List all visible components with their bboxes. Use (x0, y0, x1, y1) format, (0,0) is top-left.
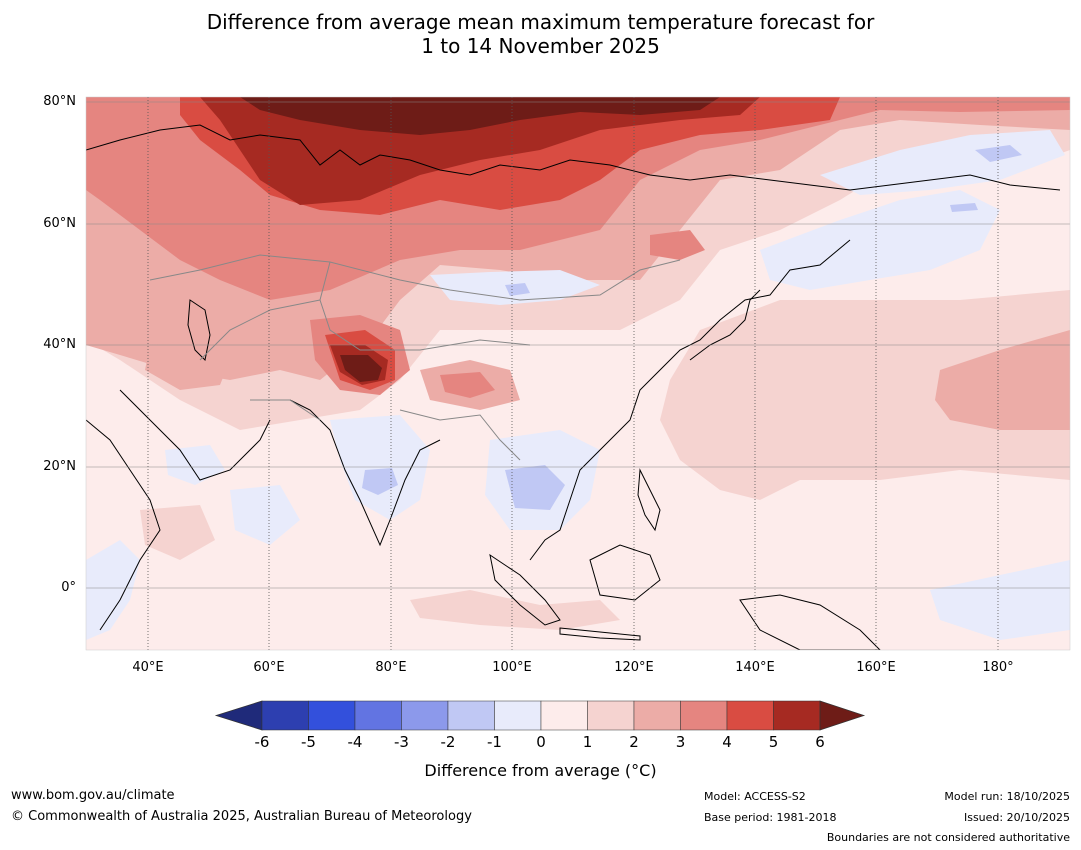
lon-label-60e: 60°E (253, 660, 285, 675)
colorbar-segment (447, 700, 495, 731)
colorbar-tick-label: 0 (536, 733, 546, 751)
colorbar-tick-label: 3 (675, 733, 686, 751)
lon-label-160e: 160°E (856, 660, 896, 675)
lon-label-40e: 40°E (132, 660, 164, 675)
copyright-text: © Commonwealth of Australia 2025, Austra… (11, 809, 472, 824)
anomaly-band-minus1-0-africa (86, 540, 140, 640)
boundaries-disclaimer: Boundaries are not considered authoritat… (826, 831, 1070, 844)
anomaly-band-1-2-pacific (660, 290, 1070, 500)
coastline-arabia (119, 389, 271, 481)
colorbar-segment (401, 700, 449, 731)
colorbar-segment (587, 700, 635, 731)
lon-label-180: 180° (982, 660, 1014, 675)
coastline-caspian (187, 299, 211, 362)
anomaly-band-minus1-0-arabian-sea (230, 485, 300, 545)
coastline-philippines (637, 468, 661, 532)
base-period: Base period: 1981-2018 (704, 811, 837, 824)
chart-title: Difference from average mean maximum tem… (0, 10, 1081, 58)
anomaly-band-1-2-arabia (140, 505, 215, 560)
temperature-anomaly-map (85, 96, 1071, 651)
coastline-japan (689, 289, 761, 361)
colorbar-tick-label: -4 (347, 733, 363, 751)
anomaly-band-3-4-okhotsk (650, 230, 705, 260)
model-name: Model: ACCESS-S2 (704, 790, 806, 803)
colorbar-extend-low (214, 700, 263, 731)
colorbar-tick-label: 6 (815, 733, 825, 751)
lat-label-20n: 20°N (43, 459, 76, 474)
lon-label-140e: 140°E (735, 660, 775, 675)
title-line-1: Difference from average mean maximum tem… (206, 10, 875, 34)
model-run-date: Model run: 18/10/2025 (944, 790, 1070, 803)
colorbar-tick-label: -5 (301, 733, 316, 751)
anomaly-band-minus2-1-indochina (505, 465, 565, 510)
coastline-east-asia (529, 239, 851, 561)
colorbar-tick-label: 1 (582, 733, 593, 751)
colorbar-segment (261, 700, 309, 731)
lat-label-0: 0° (61, 580, 76, 595)
colorbar-segment (680, 700, 728, 731)
meridians (147, 97, 999, 650)
colorbar-extend-high (819, 700, 866, 731)
anomaly-band-over-6-tibet (340, 355, 382, 382)
anomaly-band-3-4-china (440, 372, 495, 398)
colorbar-tick-label: -2 (440, 733, 456, 751)
lat-label-60n: 60°N (43, 216, 76, 231)
anomaly-band-minus2-1-chukotka (950, 203, 978, 212)
lat-label-80n: 80°N (43, 94, 76, 109)
coastline-africa (86, 419, 161, 631)
colorbar-tick-label: -3 (394, 733, 409, 751)
anomaly-band-1-2-indonesia (410, 590, 620, 630)
coastline-new-guinea (739, 594, 881, 650)
anomaly-band-2-3-iran (145, 340, 230, 390)
colorbar-segment (494, 700, 542, 731)
issued-date: Issued: 20/10/2025 (963, 811, 1070, 824)
colorbar-segment (726, 700, 774, 731)
coastline-sumatra (489, 553, 561, 626)
lat-label-40n: 40°N (43, 337, 76, 352)
map-frame (85, 96, 1071, 651)
anomaly-band-minus2-1-mongolia (505, 283, 530, 296)
colorbar-segment (773, 700, 821, 731)
coastline-eurasia-north (86, 124, 1061, 191)
coastline-java (559, 627, 641, 641)
anomaly-band-minus1-0-india (330, 415, 430, 520)
anomaly-band-2-3-pacific (935, 330, 1070, 430)
lon-label-120e: 120°E (614, 660, 654, 675)
colorbar-segment (308, 700, 356, 731)
anomaly-band-over-6-arctic (240, 97, 720, 135)
lon-label-80e: 80°E (375, 660, 407, 675)
colorbar-label: Difference from average (°C) (424, 761, 657, 780)
colorbar-tick-label: -6 (254, 733, 270, 751)
colorbar-segment (354, 700, 402, 731)
lon-label-100e: 100°E (492, 660, 532, 675)
border-lines (149, 254, 681, 461)
colorbar-segment (633, 700, 681, 731)
anomaly-band-minus1-0-red-sea (165, 445, 225, 485)
graticule (86, 101, 1070, 589)
title-line-2: 1 to 14 November 2025 (421, 34, 660, 58)
coastline-borneo (589, 544, 661, 601)
colorbar-segment (540, 700, 588, 731)
colorbar-tick-label: -1 (487, 733, 502, 751)
anomaly-band-minus1-0-pacific (930, 560, 1070, 640)
bom-url-link[interactable]: www.bom.gov.au/climate (11, 788, 175, 803)
anomaly-band-minus2-1-siberia (975, 145, 1022, 162)
colorbar-tick-label: 5 (768, 733, 779, 751)
colorbar-tick-label: 4 (722, 733, 732, 751)
anomaly-band-minus2-1-india (362, 468, 398, 495)
colorbar-tick-label: 2 (629, 733, 639, 751)
